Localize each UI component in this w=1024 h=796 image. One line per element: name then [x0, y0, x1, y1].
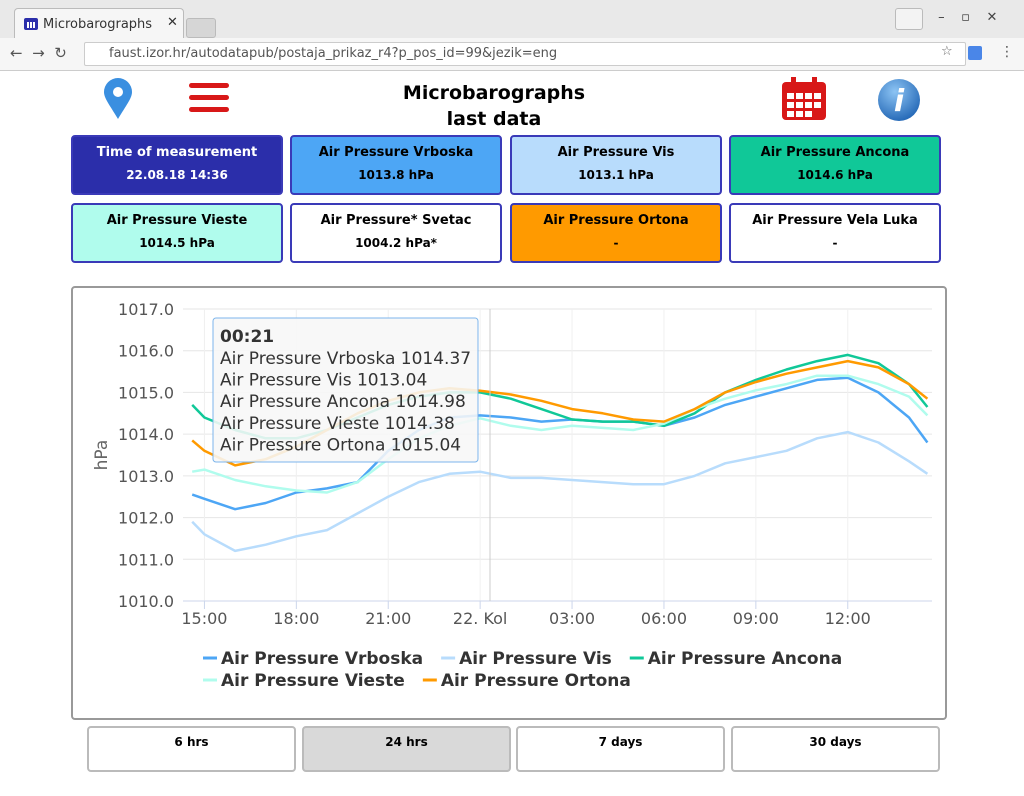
nav-buttons[interactable]: ← → ↻ — [10, 44, 67, 62]
card-value: 1013.1 hPa — [578, 168, 654, 182]
tab-bar: Microbarographs ✕ – ▫ ✕ — [0, 0, 1024, 39]
svg-text:i: i — [894, 84, 905, 119]
page-title: Microbarographs — [402, 82, 586, 104]
info-card: Air Pressure Ancona 1014.6 hPa — [729, 135, 941, 195]
new-tab[interactable] — [186, 18, 216, 38]
range-button[interactable]: 6 hrs — [87, 726, 296, 772]
range-button[interactable]: 30 days — [731, 726, 940, 772]
range-button[interactable]: 7 days — [516, 726, 725, 772]
info-icon[interactable]: i — [877, 78, 921, 122]
card-value: 1014.6 hPa — [797, 168, 873, 182]
card-title: Air Pressure* Svetac — [320, 213, 472, 228]
info-card: Air Pressure* Svetac 1004.2 hPa* — [290, 203, 502, 263]
card-value: 1013.8 hPa — [358, 168, 434, 182]
url-field[interactable]: faust.izor.hr/autodatapub/postaja_prikaz… — [84, 42, 966, 66]
tab-close[interactable]: ✕ — [167, 15, 178, 30]
card-title: Air Pressure Vrboska — [318, 145, 474, 160]
bookmark-star[interactable]: ☆ — [941, 44, 953, 59]
info-card: Air Pressure Vieste 1014.5 hPa — [71, 203, 283, 263]
info-card: Time of measurement 22.08.18 14:36 — [71, 135, 283, 195]
info-card: Air Pressure Vrboska 1013.8 hPa — [290, 135, 502, 195]
chart-panel — [71, 286, 947, 720]
card-value: 22.08.18 14:36 — [126, 168, 228, 182]
calendar-icon[interactable] — [781, 77, 827, 121]
card-value: 1004.2 hPa* — [355, 236, 437, 250]
card-title: Air Pressure Vieste — [106, 213, 248, 228]
info-card: Air Pressure Ortona - — [510, 203, 722, 263]
info-card: Air Pressure Vela Luka - — [729, 203, 941, 263]
range-button[interactable]: 24 hrs — [302, 726, 511, 772]
card-title: Air Pressure Ancona — [760, 145, 910, 160]
menu-icon[interactable] — [189, 83, 229, 115]
menu-button[interactable]: ⋮ — [1000, 44, 1014, 60]
card-title: Air Pressure Ortona — [543, 213, 689, 228]
translate-icon[interactable] — [968, 46, 982, 60]
header: Microbarographs last data — [340, 80, 648, 132]
card-value: - — [832, 236, 838, 250]
location-icon[interactable] — [103, 78, 133, 120]
favicon — [24, 18, 38, 30]
card-title: Air Pressure Vela Luka — [752, 213, 918, 228]
window-controls[interactable]: – ▫ ✕ — [934, 10, 998, 25]
card-title: Time of measurement — [96, 145, 258, 160]
card-value: 1014.5 hPa — [139, 236, 215, 250]
profile-button[interactable] — [895, 8, 923, 30]
card-value: - — [613, 236, 619, 250]
page-subtitle: last data — [446, 108, 542, 130]
card-title: Air Pressure Vis — [557, 145, 675, 160]
tab-title: Microbarographs — [43, 17, 153, 32]
url-text: faust.izor.hr/autodatapub/postaja_prikaz… — [109, 46, 558, 61]
browser-tab[interactable]: Microbarographs ✕ — [14, 8, 184, 39]
address-bar: ← → ↻ faust.izor.hr/autodatapub/postaja_… — [0, 38, 1024, 71]
info-card: Air Pressure Vis 1013.1 hPa — [510, 135, 722, 195]
